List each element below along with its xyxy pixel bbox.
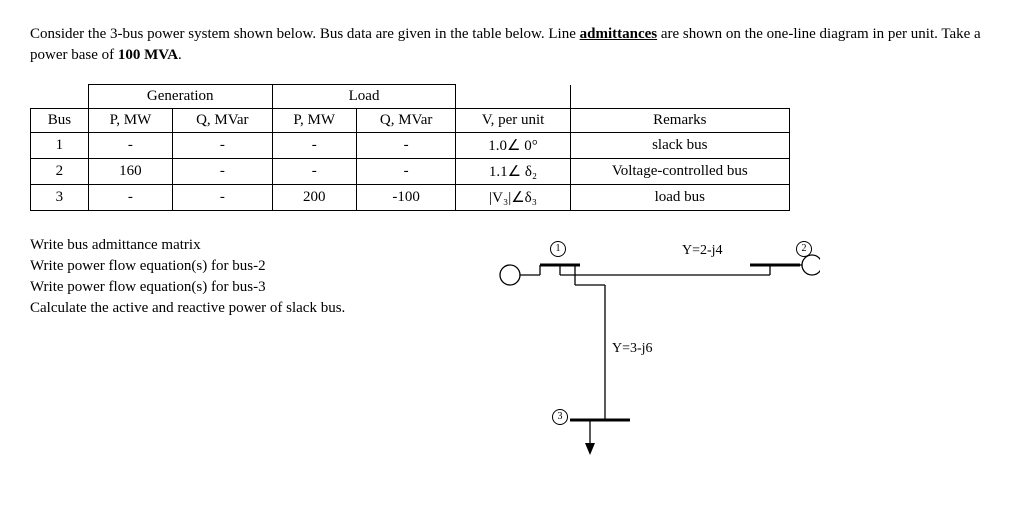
table-row: 1 - - - - 1.0∠ 0° slack bus — [31, 133, 790, 159]
problem-statement: Consider the 3-bus power system shown be… — [30, 24, 995, 66]
col-pmw: P, MW — [88, 109, 172, 133]
task-item: Write bus admittance matrix — [30, 235, 460, 256]
col-pmw2: P, MW — [272, 109, 356, 133]
text: Consider the 3-bus power system shown be… — [30, 26, 580, 42]
bus2-marker: 2 — [796, 241, 812, 257]
col-vpu: V, per unit — [456, 109, 570, 133]
table-row: 2 160 - - - 1.1∠ δ₂ Voltage-controlled b… — [31, 159, 790, 185]
diagram-svg — [490, 235, 820, 455]
col-group-load: Load — [272, 85, 456, 109]
bus3-marker: 3 — [552, 409, 568, 425]
col-qmvar: Q, MVar — [172, 109, 272, 133]
task-item: Write power flow equation(s) for bus-3 — [30, 277, 460, 298]
task-list: Write bus admittance matrix Write power … — [30, 235, 460, 319]
line13-label: Y=3-j6 — [612, 341, 653, 357]
line12-label: Y=2-j4 — [682, 243, 723, 259]
table-row: 3 - - 200 -100 |V₃|∠δ₃ load bus — [31, 185, 790, 211]
task-item: Calculate the active and reactive power … — [30, 298, 460, 319]
one-line-diagram: 1 2 3 Y=2-j4 Y=3-j6 — [490, 235, 820, 455]
admittances-word: admittances — [580, 26, 658, 42]
bus1-marker: 1 — [550, 241, 566, 257]
col-qmvar2: Q, MVar — [356, 109, 456, 133]
task-item: Write power flow equation(s) for bus-2 — [30, 256, 460, 277]
col-remarks: Remarks — [570, 109, 789, 133]
col-group-generation: Generation — [88, 85, 272, 109]
base-mva: 100 MVA — [118, 47, 178, 63]
bus-data-table: Generation Load Bus P, MW Q, MVar P, MW … — [30, 84, 790, 211]
col-bus: Bus — [31, 109, 89, 133]
